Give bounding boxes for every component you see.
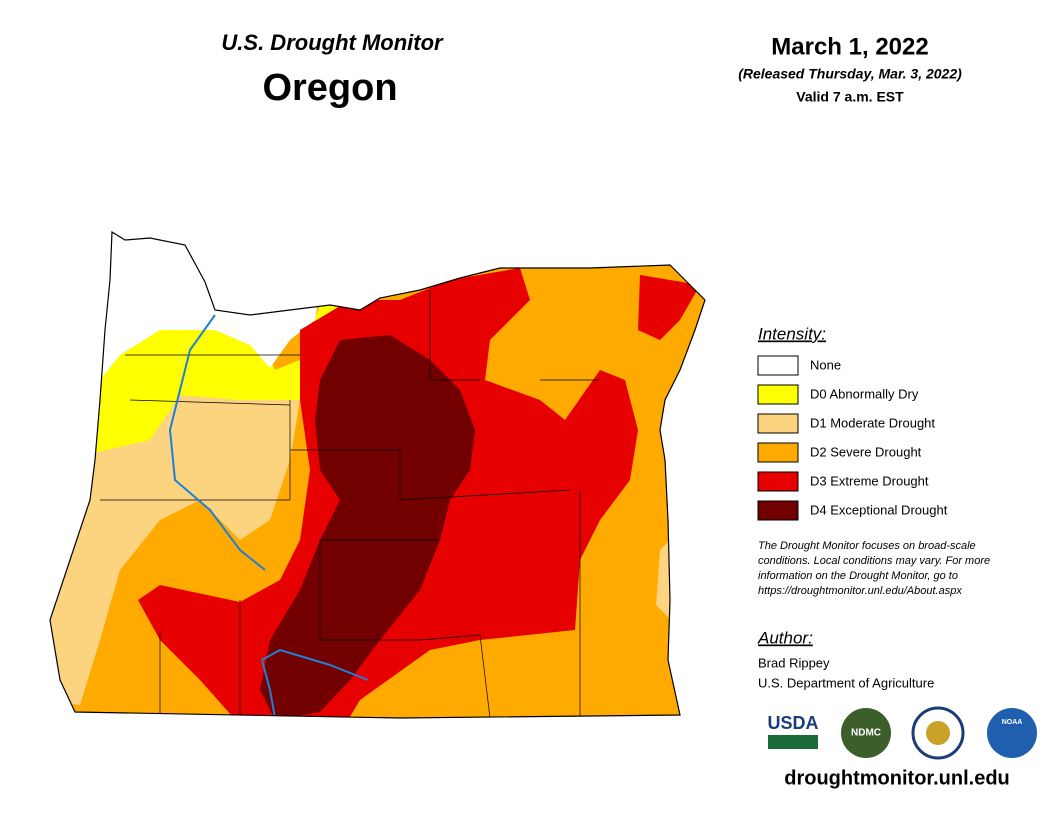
legend-swatch [757, 413, 799, 434]
note-line: information on the Drought Monitor, go t… [758, 570, 958, 582]
note-line: The Drought Monitor focuses on broad-sca… [758, 540, 976, 552]
valid-time: Valid 7 a.m. EST [796, 89, 904, 105]
noaa-logo [987, 708, 1037, 758]
logo-noaa: NOAA [1002, 719, 1023, 726]
legend-swatch [757, 442, 799, 463]
legend-label: D1 Moderate Drought [810, 415, 935, 430]
logos: USDA NDMC NOAA [767, 706, 1037, 760]
website: droughtmonitor.unl.edu [784, 767, 1010, 789]
title: U.S. Drought Monitor [221, 30, 444, 55]
legend-label: None [810, 357, 841, 372]
commerce-seal [926, 721, 950, 745]
state-outline [49, 230, 706, 719]
release-date: (Released Thursday, Mar. 3, 2022) [738, 66, 962, 82]
logo-ndmc: NDMC [851, 728, 881, 739]
author-title: Author: [757, 628, 813, 647]
legend-label: D3 Extreme Drought [810, 473, 929, 488]
logo-usda: USDA [767, 713, 818, 733]
map-date: March 1, 2022 [771, 33, 928, 60]
note: The Drought Monitor focuses on broad-sca… [758, 540, 990, 597]
legend-swatch [757, 384, 799, 405]
note-line: https://droughtmonitor.unl.edu/About.asp… [758, 585, 962, 597]
author-org: U.S. Department of Agriculture [758, 675, 934, 690]
legend-label: D0 Abnormally Dry [810, 386, 919, 401]
zone-d4 [260, 335, 475, 718]
zone-d3 [638, 275, 700, 340]
legend-label: D2 Severe Drought [810, 444, 922, 459]
usda-band [768, 735, 818, 749]
note-line: conditions. Local conditions may vary. F… [758, 555, 990, 567]
legend-label: D4 Exceptional Drought [810, 502, 948, 517]
drought-map [50, 232, 705, 718]
author-name: Brad Rippey [758, 655, 830, 670]
legend-swatch [757, 355, 799, 376]
legend-title: Intensity: [758, 324, 826, 343]
legend-swatch [757, 500, 799, 521]
state-name: Oregon [262, 67, 397, 109]
county-lines [100, 290, 600, 718]
river [168, 314, 369, 718]
legend: Intensity: None D0 Abnormally Dry D1 Moder… [757, 324, 948, 521]
legend-swatch [757, 471, 799, 492]
ndmc-logo [841, 708, 891, 758]
